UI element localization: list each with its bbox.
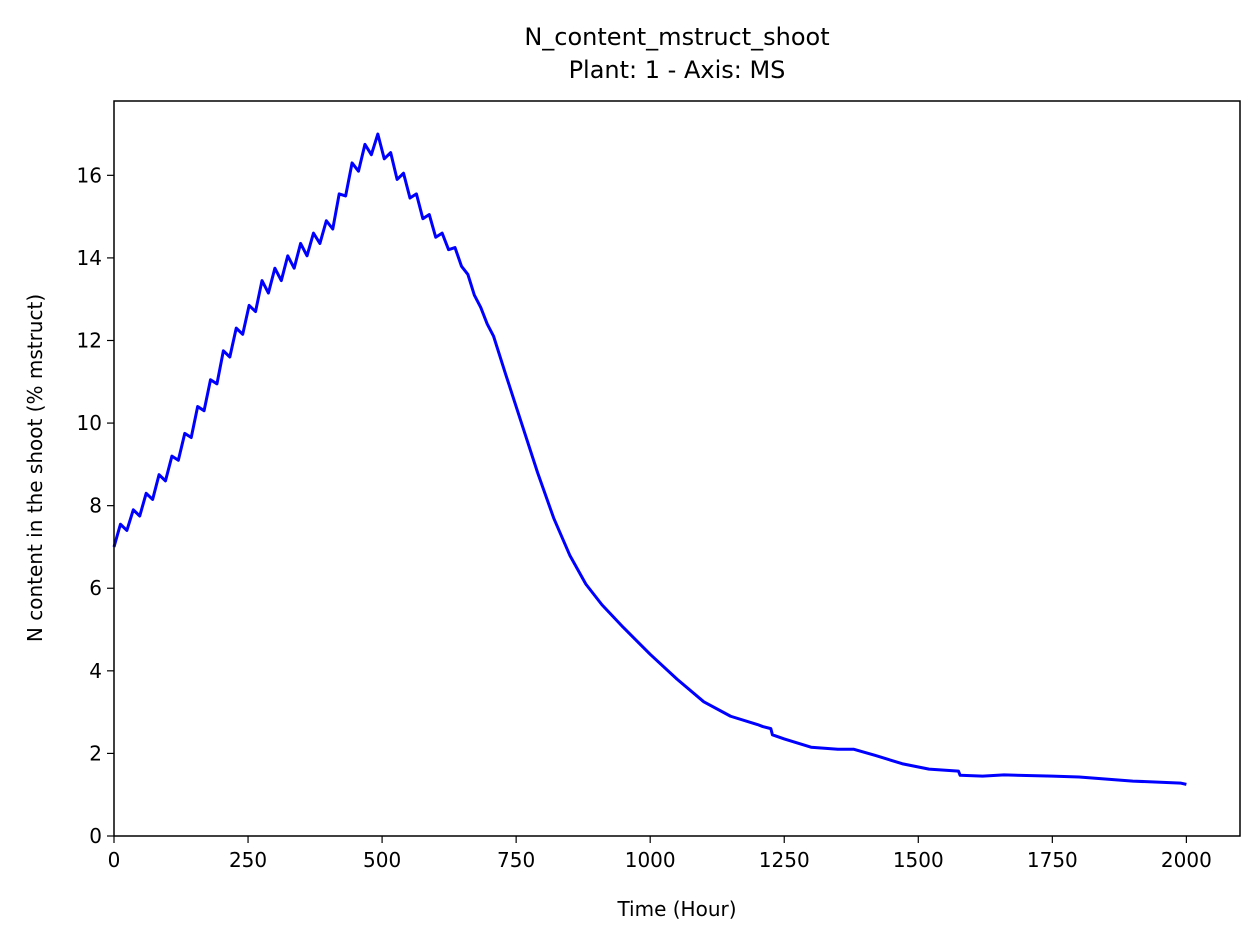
x-tick-label: 1000 xyxy=(625,848,676,872)
x-tick-label: 250 xyxy=(229,848,267,872)
y-tick-label: 6 xyxy=(89,576,102,600)
x-axis-label: Time (Hour) xyxy=(616,897,736,921)
x-tick-label: 1250 xyxy=(759,848,810,872)
x-tick-label: 500 xyxy=(363,848,401,872)
x-tick-label: 2000 xyxy=(1161,848,1212,872)
y-tick-label: 4 xyxy=(89,659,102,683)
y-tick-label: 16 xyxy=(77,163,102,187)
y-tick-label: 12 xyxy=(77,328,102,352)
y-tick-label: 0 xyxy=(89,824,102,848)
y-tick-label: 2 xyxy=(89,741,102,765)
y-tick-label: 8 xyxy=(89,494,102,518)
chart-title: N_content_mstruct_shoot xyxy=(524,23,829,51)
y-tick-label: 14 xyxy=(77,246,102,270)
x-tick-label: 1500 xyxy=(893,848,944,872)
plot-frame xyxy=(113,100,1241,837)
x-tick-label: 1750 xyxy=(1027,848,1078,872)
y-axis-label: N content in the shoot (% mstruct) xyxy=(23,294,47,642)
y-tick-label: 10 xyxy=(77,411,102,435)
x-tick-label: 0 xyxy=(108,848,121,872)
chart-subtitle: Plant: 1 - Axis: MS xyxy=(569,56,786,84)
x-tick-label: 750 xyxy=(497,848,535,872)
data-line xyxy=(112,132,1187,786)
